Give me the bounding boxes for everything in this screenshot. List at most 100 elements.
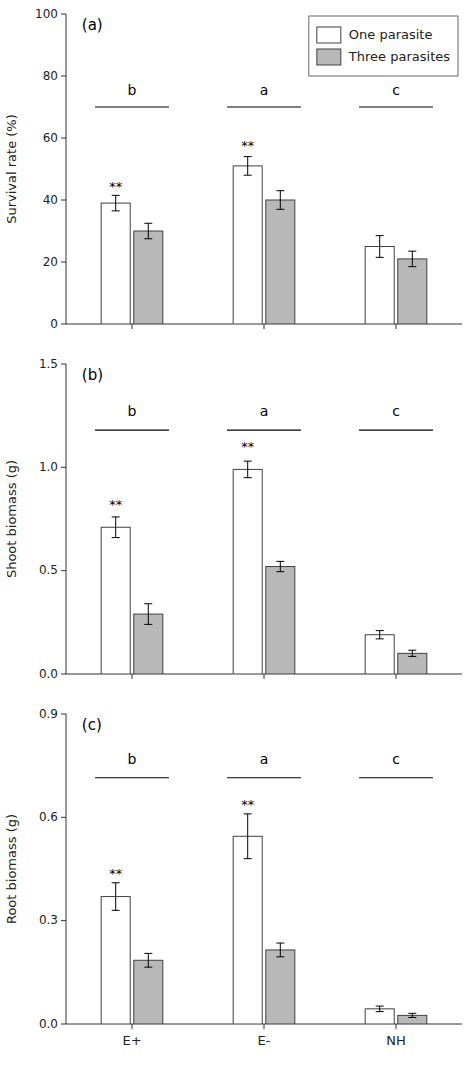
significance-label: **: [241, 138, 255, 153]
x-tick-label: NH: [386, 1033, 406, 1048]
error-line: [115, 195, 116, 211]
y-axis-label: Shoot biomass (g): [4, 460, 19, 578]
group-label: a: [260, 751, 269, 767]
bar: [365, 635, 394, 674]
error-line: [247, 461, 248, 478]
group-bracket: [359, 106, 433, 107]
error-cap: [276, 571, 284, 572]
error-line: [379, 236, 380, 258]
x-tick: [396, 324, 397, 329]
group-label: b: [128, 751, 137, 767]
error-cap: [376, 638, 384, 639]
bar: [134, 960, 163, 1024]
y-tick-label: 60: [43, 131, 58, 145]
legend-label: Three parasites: [348, 49, 450, 64]
y-tick-label: 0.0: [39, 667, 58, 681]
y-tick-label: 20: [43, 255, 58, 269]
bar: [365, 247, 394, 325]
error-cap: [144, 603, 152, 604]
error-cap: [408, 650, 416, 651]
y-tick: [61, 262, 66, 263]
error-bar: [144, 223, 152, 239]
error-cap: [376, 1011, 384, 1012]
error-cap: [408, 1013, 416, 1014]
y-tick-label: 1.0: [39, 460, 58, 474]
y-axis: [66, 364, 67, 674]
significance-label: **: [109, 497, 123, 512]
error-line: [379, 1006, 380, 1012]
error-bar: [408, 650, 416, 656]
bar: [233, 836, 262, 1024]
y-tick-label: 40: [43, 193, 58, 207]
error-bar: [112, 517, 120, 538]
group-label: c: [392, 751, 400, 767]
y-tick: [61, 817, 66, 818]
error-cap: [144, 238, 152, 239]
y-tick: [61, 674, 66, 675]
error-line: [247, 157, 248, 176]
panel: 0.00.51.01.5****bac(b)Shoot biomass (g): [4, 357, 462, 681]
y-tick: [61, 714, 66, 715]
error-cap: [244, 858, 252, 859]
error-cap: [112, 195, 120, 196]
group-bracket: [359, 430, 433, 431]
panel-title: (a): [82, 16, 103, 34]
error-cap: [276, 190, 284, 191]
error-line: [280, 561, 281, 571]
bar: [101, 527, 130, 674]
y-tick-label: 0.9: [39, 707, 58, 721]
error-cap: [408, 656, 416, 657]
error-bar: [408, 1013, 416, 1017]
error-cap: [376, 257, 384, 258]
y-tick: [61, 138, 66, 139]
y-tick: [61, 200, 66, 201]
legend-swatch: [317, 49, 341, 65]
error-cap: [144, 953, 152, 954]
error-cap: [376, 630, 384, 631]
error-bar: [112, 195, 120, 211]
error-cap: [244, 461, 252, 462]
x-tick: [264, 674, 265, 679]
error-bar: [276, 561, 284, 571]
error-bar: [244, 814, 252, 859]
error-line: [247, 814, 248, 859]
error-cap: [144, 624, 152, 625]
y-tick: [61, 76, 66, 77]
error-line: [412, 650, 413, 656]
error-cap: [276, 956, 284, 957]
error-cap: [112, 516, 120, 517]
group-bracket: [227, 106, 301, 107]
y-tick-label: 0.5: [39, 563, 58, 577]
group-bracket: [95, 430, 169, 431]
x-tick-label: E+: [122, 1033, 141, 1048]
x-tick: [396, 1024, 397, 1029]
group-label: a: [260, 403, 269, 419]
error-cap: [112, 882, 120, 883]
significance-label: **: [241, 439, 255, 454]
error-line: [412, 251, 413, 267]
y-axis-label: Survival rate (%): [4, 114, 19, 224]
x-tick: [132, 1024, 133, 1029]
panel: 020406080100****bac(a)Survival rate (%)O…: [4, 7, 462, 331]
group-bracket: [227, 777, 301, 778]
error-cap: [276, 209, 284, 210]
y-tick-label: 80: [43, 69, 58, 83]
x-tick: [396, 674, 397, 679]
bar: [266, 200, 295, 324]
group-bracket: [227, 430, 301, 431]
y-tick: [61, 14, 66, 15]
error-cap: [112, 910, 120, 911]
error-cap: [276, 561, 284, 562]
error-cap: [376, 1006, 384, 1007]
x-tick-label: E-: [258, 1033, 271, 1048]
error-bar: [276, 191, 284, 210]
panel-title: (c): [82, 716, 102, 734]
error-cap: [112, 210, 120, 211]
x-tick: [264, 324, 265, 329]
error-cap: [408, 266, 416, 267]
bar: [398, 259, 427, 324]
error-bar: [244, 461, 252, 478]
y-tick: [61, 324, 66, 325]
significance-label: **: [109, 179, 123, 194]
error-line: [280, 191, 281, 210]
